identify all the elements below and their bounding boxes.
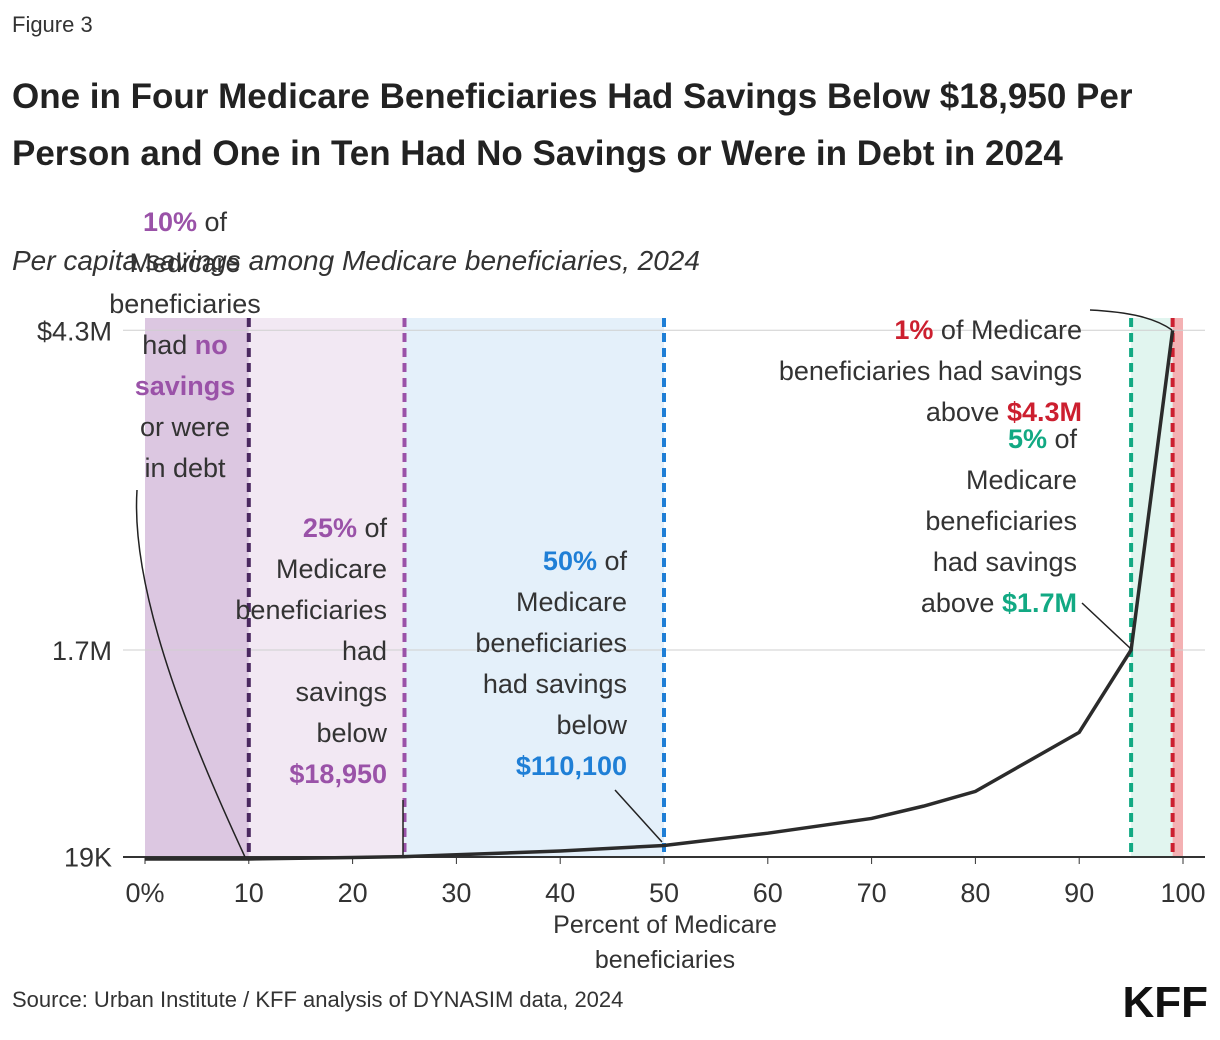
annotation: 1% of Medicare — [894, 315, 1082, 345]
annotation: 25% of — [303, 513, 388, 543]
annotation-segment: Medicare — [516, 587, 627, 617]
annotation-segment: below — [556, 710, 627, 740]
annotation: above $4.3M — [926, 397, 1082, 427]
annotation-segment: 10% — [143, 207, 197, 237]
annotation-segment: of — [1047, 424, 1078, 454]
annotation-segment: beneficiaries — [475, 628, 627, 658]
annotation-segment: of — [597, 546, 628, 576]
annotation: beneficiaries — [109, 289, 261, 319]
figure-label: Figure 3 — [12, 12, 93, 37]
annotation-segment: beneficiaries — [925, 506, 1077, 536]
x-tick-label: 60 — [753, 878, 783, 908]
y-tick-label: $4.3M — [37, 316, 112, 346]
annotation: Medicare — [276, 554, 387, 584]
annotation-segment: below — [316, 718, 387, 748]
shaded-region — [145, 318, 249, 857]
annotation: beneficiaries — [235, 595, 387, 625]
annotation-segment: of — [197, 207, 228, 237]
x-tick-label: 50 — [649, 878, 679, 908]
annotation: Medicare — [129, 248, 240, 278]
annotation-segment: of — [357, 513, 388, 543]
annotation: beneficiaries had savings — [779, 356, 1082, 386]
shaded-region — [248, 318, 405, 857]
annotation-segment: had — [142, 330, 195, 360]
annotation: had no — [142, 330, 228, 360]
connector — [1089, 309, 1173, 331]
annotation-segment: of Medicare — [933, 315, 1082, 345]
annotation-segment: or were — [140, 412, 230, 442]
annotation-segment: 50% — [543, 546, 597, 576]
annotation-segment: 1% — [894, 315, 933, 345]
annotation-segment: above — [921, 588, 1002, 618]
annotation-segment: $18,950 — [289, 759, 387, 789]
connector — [1081, 602, 1131, 649]
annotation-segment: had savings — [933, 547, 1077, 577]
x-tick-label: 10 — [234, 878, 264, 908]
annotation: or were — [140, 412, 230, 442]
data-line — [145, 330, 1175, 861]
logo: KFF — [1122, 978, 1208, 1027]
annotation: beneficiaries — [925, 506, 1077, 536]
annotation-segment: $4.3M — [1007, 397, 1082, 427]
x-tick-label: 30 — [441, 878, 471, 908]
annotation: 50% of — [543, 546, 628, 576]
annotation-segment: savings — [295, 677, 387, 707]
x-tick-label: 0% — [125, 878, 164, 908]
x-tick-label: 90 — [1064, 878, 1094, 908]
connector — [614, 789, 663, 843]
x-tick-label: 100 — [1160, 878, 1205, 908]
annotation: had savings — [483, 669, 627, 699]
annotation: below — [316, 718, 387, 748]
annotation: 10% of — [143, 207, 228, 237]
annotation: $110,100 — [516, 751, 627, 781]
annotation: $18,950 — [289, 759, 387, 789]
annotation: had — [342, 636, 387, 666]
y-tick-label: 19K — [64, 843, 112, 873]
annotation-segment: beneficiaries had savings — [779, 356, 1082, 386]
annotation: savings — [295, 677, 387, 707]
annotation-segment: Medicare — [276, 554, 387, 584]
y-tick-label: 1.7M — [52, 636, 112, 666]
annotation-segment: had savings — [483, 669, 627, 699]
annotation: above $1.7M — [921, 588, 1077, 618]
annotation-segment: Medicare — [129, 248, 240, 278]
x-tick-label: 80 — [960, 878, 990, 908]
annotation-segment: beneficiaries — [235, 595, 387, 625]
annotation-segment: in debt — [144, 453, 226, 483]
x-tick-label: 40 — [545, 878, 575, 908]
annotation-segment: beneficiaries — [109, 289, 261, 319]
annotation-segment: $110,100 — [516, 751, 627, 781]
annotation: below — [556, 710, 627, 740]
annotation: Medicare — [966, 465, 1077, 495]
annotation: 5% of — [1008, 424, 1078, 454]
annotation-segment: 25% — [303, 513, 357, 543]
annotation: had savings — [933, 547, 1077, 577]
annotation-segment: Medicare — [966, 465, 1077, 495]
annotation-segment: above — [926, 397, 1007, 427]
annotation: savings — [135, 371, 236, 401]
source: Source: Urban Institute / KFF analysis o… — [12, 987, 624, 1012]
connector — [135, 489, 246, 858]
annotation: Medicare — [516, 587, 627, 617]
x-tick-label: 20 — [338, 878, 368, 908]
chart-title: One in Four Medicare Beneficiaries Had S… — [12, 77, 1133, 173]
x-tick-label: 70 — [857, 878, 887, 908]
annotation: beneficiaries — [475, 628, 627, 658]
annotation-segment: $1.7M — [1002, 588, 1077, 618]
shaded-region — [1172, 318, 1183, 857]
shaded-region — [404, 318, 664, 857]
annotation-segment: 5% — [1008, 424, 1047, 454]
annotation-segment: savings — [135, 371, 236, 401]
x-axis-label: Percent of Medicare beneficiaries — [553, 911, 777, 974]
annotation-segment: no — [195, 330, 228, 360]
annotation-segment: had — [342, 636, 387, 666]
shaded-region — [1131, 318, 1173, 857]
annotation: in debt — [144, 453, 226, 483]
chart-subtitle: Per capita savings among Medicare benefi… — [12, 245, 700, 276]
